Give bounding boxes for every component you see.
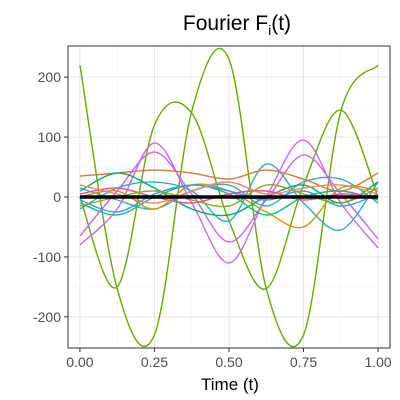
y-tick-label: 200 (38, 69, 62, 85)
x-axis: 0.00 0.25 0.50 0.75 1.00 (66, 348, 392, 370)
x-tick-label: 0.00 (66, 354, 93, 370)
series-line-6 (79, 176, 379, 210)
x-axis-title: Time (t) (201, 375, 259, 394)
x-tick-label: 1.00 (364, 354, 391, 370)
y-tick-label: 0 (53, 189, 61, 205)
series-line-9 (79, 172, 379, 217)
svg-text:Fourier Fi(t): Fourier Fi(t) (183, 12, 291, 38)
series-line-7 (79, 169, 379, 192)
series-line-12 (79, 184, 379, 213)
y-tick-label: 100 (38, 129, 62, 145)
x-tick-label: 0.50 (215, 354, 242, 370)
chart-title-subscript: i (268, 22, 271, 38)
y-axis: -200 -100 0 100 200 (33, 69, 68, 325)
chart-title: Fourier Fi(t) (183, 12, 291, 38)
y-tick-label: -200 (33, 309, 61, 325)
chart-title-suffix: (t) (271, 12, 291, 35)
chart-title-text: Fourier F (183, 12, 268, 35)
x-tick-label: 0.75 (290, 354, 317, 370)
series-line-14 (79, 184, 379, 208)
series-line-1 (79, 47, 379, 348)
y-tick-label: -100 (33, 249, 61, 265)
x-tick-label: 0.25 (141, 354, 168, 370)
grid (68, 46, 390, 348)
series-line-2 (79, 101, 379, 290)
plot-area (79, 47, 379, 348)
series-line-5 (79, 163, 379, 231)
